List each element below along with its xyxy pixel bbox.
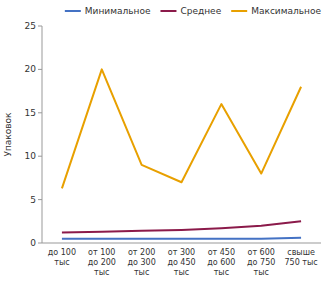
series-line: [62, 237, 301, 240]
x-tick-label-line: от 100: [88, 248, 115, 257]
x-tick-label-line: тыс: [134, 268, 149, 277]
x-tick-label-line: до 100: [48, 248, 76, 257]
x-tick-label: от 100до 200тыс: [88, 248, 116, 277]
y-tick-label: 25: [25, 21, 36, 31]
x-tick-label-line: от 600: [248, 248, 275, 257]
y-tick: [38, 156, 42, 157]
x-tick-label: от 200до 300тыс: [128, 248, 156, 277]
legend-item: Среднее: [160, 6, 221, 16]
x-tick-label-line: до 750: [247, 258, 275, 267]
legend-swatch: [160, 10, 176, 12]
legend-swatch: [231, 10, 247, 12]
chart: 0510152025Упаковокдо 100тысот 100до 200т…: [0, 0, 331, 295]
y-tick-label: 0: [30, 238, 36, 248]
x-tick-label-line: тыс: [254, 268, 269, 277]
legend: Минимальное Среднее Максимальное: [65, 6, 322, 16]
y-tick: [38, 69, 42, 70]
x-tick-label-line: тыс: [174, 268, 189, 277]
y-tick: [38, 26, 42, 27]
x-tick-label: до 100тыс: [48, 248, 76, 267]
y-tick: [38, 243, 42, 244]
x-tick-label-line: свыше: [287, 248, 315, 257]
legend-swatch: [65, 10, 81, 12]
x-tick-label: от 600до 750тыс: [247, 248, 275, 277]
x-tick-label-line: до 600: [207, 258, 235, 267]
x-tick-label-line: до 200: [88, 258, 116, 267]
x-tick-label: свыше750 тыс: [284, 248, 317, 267]
y-axis-label: Упаковок: [3, 112, 13, 157]
x-tick-label-line: 750 тыс: [284, 258, 317, 267]
y-tick-label: 5: [30, 195, 36, 205]
x-tick-label: от 300до 450тыс: [167, 248, 195, 277]
x-tick-label-line: до 300: [128, 258, 156, 267]
x-tick-label: от 450до 600тыс: [207, 248, 235, 277]
legend-item: Максимальное: [231, 6, 321, 16]
plot-area: [62, 69, 301, 238]
y-tick: [38, 199, 42, 200]
x-tick-label-line: тыс: [54, 258, 69, 267]
x-tick-label-line: от 300: [168, 248, 195, 257]
y-tick-label: 20: [25, 64, 37, 74]
y-axis: [42, 26, 43, 243]
x-tick-label-line: от 450: [208, 248, 235, 257]
series-line: [62, 69, 301, 188]
legend-label: Максимальное: [251, 6, 321, 16]
y-tick-label: 15: [25, 108, 36, 118]
x-axis: [42, 243, 321, 244]
x-tick-label-line: тыс: [214, 268, 229, 277]
x-tick-label-line: от 200: [128, 248, 155, 257]
series-line: [62, 221, 301, 232]
x-tick-label-line: тыс: [94, 268, 109, 277]
legend-label: Среднее: [180, 6, 221, 16]
legend-label: Минимальное: [85, 6, 151, 16]
y-tick-label: 10: [25, 151, 37, 161]
x-tick-label-line: до 450: [167, 258, 195, 267]
y-tick: [38, 112, 42, 113]
legend-item: Минимальное: [65, 6, 151, 16]
